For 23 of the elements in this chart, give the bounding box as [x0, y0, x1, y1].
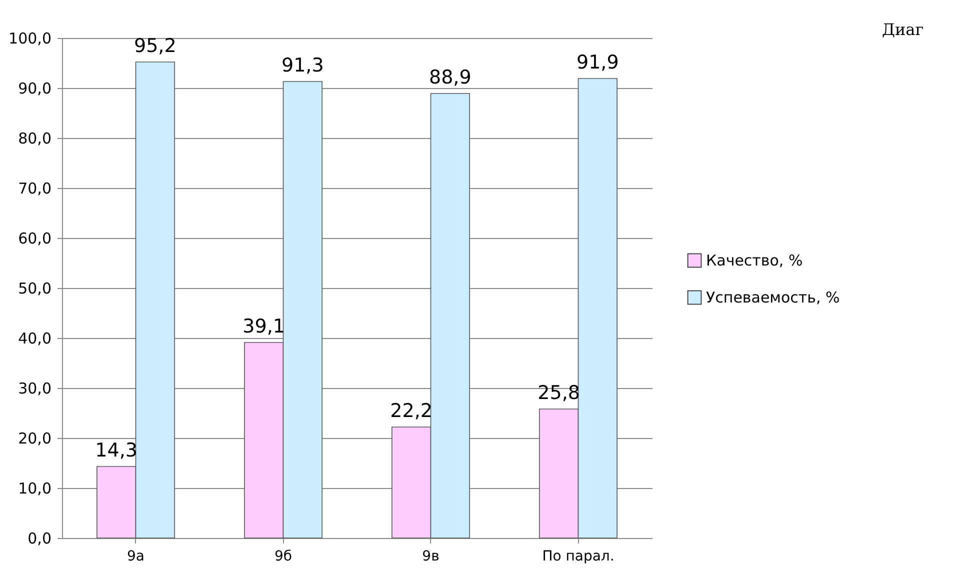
data-label: 88,9 — [429, 66, 472, 88]
y-tick-label: 0,0 — [28, 530, 52, 548]
y-tick-label: 20,0 — [18, 430, 52, 448]
data-label: 22,2 — [390, 400, 432, 422]
legend-label: Качество, % — [706, 252, 803, 270]
legend-label: Успеваемость, % — [706, 288, 840, 306]
data-label: 91,9 — [576, 52, 619, 74]
y-tick-label: 80,0 — [18, 130, 52, 148]
y-tick-label: 70,0 — [18, 180, 52, 198]
y-tick-label: 10,0 — [18, 480, 52, 498]
y-tick-label: 60,0 — [18, 230, 52, 248]
x-tick-label: По парал. — [542, 548, 614, 564]
y-tick-label: 50,0 — [18, 280, 52, 298]
y-tick-label: 30,0 — [18, 380, 52, 398]
x-tick-label: 9б — [274, 548, 292, 564]
x-tick-label: 9а — [127, 548, 144, 564]
data-label: 91,3 — [282, 54, 324, 76]
y-tick-label: 90,0 — [18, 80, 52, 98]
text: Диаг — [882, 20, 924, 39]
x-tick-label: 9в — [422, 548, 440, 564]
y-tick-label: 40,0 — [18, 330, 52, 348]
data-label: 95,2 — [134, 35, 176, 57]
y-tick-label: 100,0 — [8, 30, 52, 48]
